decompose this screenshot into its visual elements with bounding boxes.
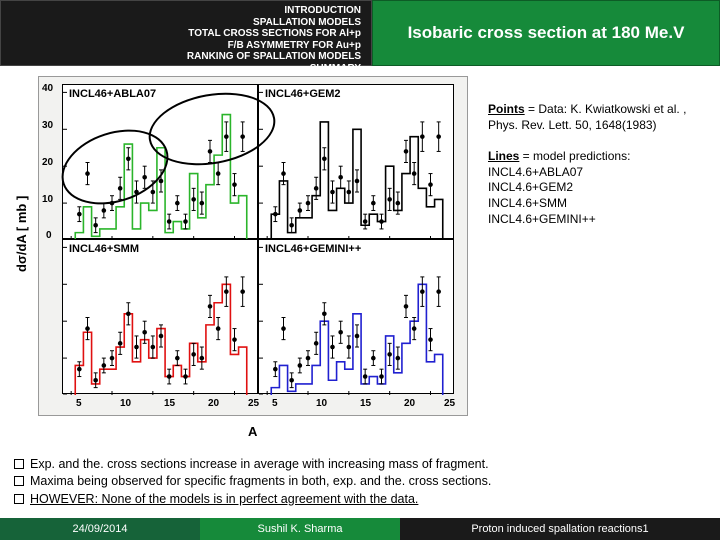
tick: 25 — [248, 398, 259, 409]
nav-item: TOTAL CROSS SECTIONS FOR Al+p — [5, 28, 361, 40]
tick: 10 — [120, 398, 131, 409]
tick: 15 — [164, 398, 175, 409]
tick: 5 — [272, 398, 278, 409]
tick: 10 — [316, 398, 327, 409]
chart-svg — [63, 240, 259, 395]
nav-item: SPALLATION MODELS — [5, 17, 361, 29]
chart-svg — [259, 240, 455, 395]
bullet-icon — [14, 494, 24, 504]
chart-panel-gem2: INCL46+GEM2 — [258, 84, 454, 239]
footer: 24/09/2014 Sushil K. Sharma Proton induc… — [0, 518, 720, 540]
nav-item: INTRODUCTION — [5, 5, 361, 17]
tick: 15 — [360, 398, 371, 409]
tick: 30 — [42, 120, 53, 131]
nav-item: RANKING OF SPALLATION MODELS — [5, 51, 361, 63]
side-text: Points = Data: K. Kwiatkowski et al. , P… — [478, 72, 712, 452]
tick: 25 — [444, 398, 455, 409]
bullet-icon — [14, 459, 24, 469]
lines-caption: Lines = model predictions: INCL4.6+ABLA0… — [488, 149, 706, 227]
chart-panel-smm: INCL46+SMM — [62, 239, 258, 394]
footer-topic: Proton induced spallation reactions — [471, 523, 642, 535]
data-caption: Points = Data: K. Kwiatkowski et al. , P… — [488, 102, 706, 133]
tick: 10 — [42, 194, 53, 205]
slide-title: Isobaric cross section at 180 Me.V — [372, 0, 720, 66]
chart-panel-abla07: INCL46+ABLA07 — [62, 84, 258, 239]
bullet-text: Exp. and the. cross sections increase in… — [30, 456, 489, 474]
header: INTRODUCTION SPALLATION MODELS TOTAL CRO… — [0, 0, 720, 66]
tick: 5 — [76, 398, 82, 409]
tick: 0 — [46, 230, 52, 241]
content: dσ/dA [ mb ] A INCL46+ABLA07 INCL46+GEM2… — [0, 66, 720, 452]
tick: 40 — [42, 83, 53, 94]
chart-area: dσ/dA [ mb ] A INCL46+ABLA07 INCL46+GEM2… — [8, 72, 478, 452]
footer-page: 1 — [643, 523, 649, 535]
bullet-icon — [14, 476, 24, 486]
y-axis-label: dσ/dA [ mb ] — [14, 196, 29, 272]
tick: 20 — [42, 157, 53, 168]
nav-panel: INTRODUCTION SPALLATION MODELS TOTAL CRO… — [0, 0, 372, 66]
tick: 20 — [404, 398, 415, 409]
chart-svg — [259, 85, 455, 240]
x-axis-label: A — [248, 424, 257, 439]
chart-panel-gemini: INCL46+GEMINI++ — [258, 239, 454, 394]
bullet-text: Maxima being observed for specific fragm… — [30, 473, 491, 491]
nav-item: F/B ASYMMETRY FOR Au+p — [5, 40, 361, 52]
bullet-list: Exp. and the. cross sections increase in… — [14, 456, 706, 509]
footer-topic-page: Proton induced spallation reactions 1 — [400, 518, 720, 540]
bullet-text: HOWEVER: None of the models is in perfec… — [30, 491, 418, 509]
tick: 20 — [208, 398, 219, 409]
footer-date: 24/09/2014 — [0, 518, 200, 540]
footer-author: Sushil K. Sharma — [200, 518, 400, 540]
chart-svg — [63, 85, 259, 240]
